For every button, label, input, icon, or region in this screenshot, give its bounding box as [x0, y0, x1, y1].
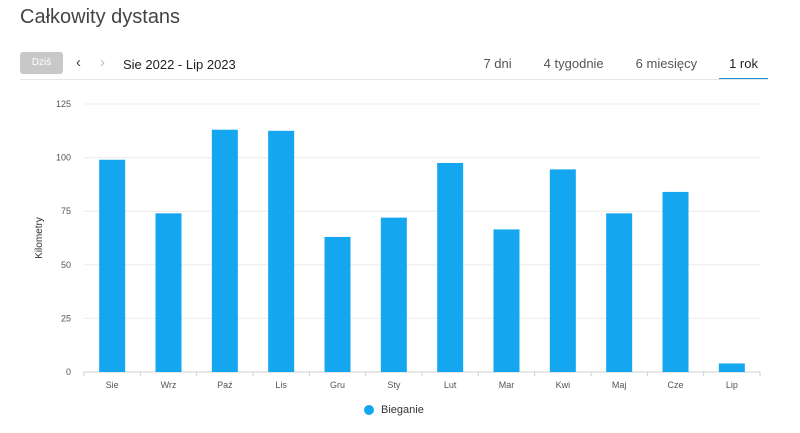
- x-tick-label: Gru: [330, 380, 345, 390]
- bar[interactable]: [324, 236, 351, 372]
- page-title: Całkowity dystans: [20, 6, 181, 28]
- x-tick-label: Wrz: [161, 380, 177, 390]
- x-tick-label: Lut: [444, 380, 457, 390]
- y-tick-label: 50: [61, 260, 71, 270]
- x-tick-label: Mar: [499, 380, 515, 390]
- bar[interactable]: [99, 159, 126, 372]
- y-tick-label: 0: [66, 367, 71, 377]
- y-tick-label: 125: [56, 99, 71, 109]
- x-tick-label: Lis: [275, 380, 287, 390]
- chevron-right-icon[interactable]: ›: [100, 54, 105, 71]
- bar[interactable]: [718, 363, 745, 372]
- tab-7-days[interactable]: 7 dni: [483, 56, 512, 71]
- date-range-label: Sie 2022 - Lip 2023: [123, 57, 236, 72]
- bar[interactable]: [268, 130, 295, 372]
- x-tick-label: Sie: [106, 380, 119, 390]
- today-button[interactable]: Dziś: [20, 52, 63, 74]
- toolbar-divider: [20, 79, 768, 80]
- x-tick-label: Maj: [612, 380, 627, 390]
- legend-label: Bieganie: [381, 404, 424, 416]
- x-tick-label: Kwi: [556, 380, 571, 390]
- y-tick-label: 100: [56, 153, 71, 163]
- bar[interactable]: [549, 169, 576, 372]
- chevron-left-icon[interactable]: ‹: [76, 54, 81, 71]
- x-tick-label: Lip: [726, 380, 738, 390]
- bar[interactable]: [155, 213, 182, 372]
- bar[interactable]: [211, 129, 238, 372]
- x-tick-label: Paź: [217, 380, 233, 390]
- y-tick-label: 25: [61, 313, 71, 323]
- bar[interactable]: [606, 213, 633, 372]
- bar[interactable]: [662, 191, 689, 372]
- y-tick-label: 75: [61, 206, 71, 216]
- x-tick-label: Cze: [667, 380, 683, 390]
- tab-6-months[interactable]: 6 miesięcy: [635, 56, 698, 71]
- y-axis-label: Kilometry: [34, 217, 45, 259]
- bar[interactable]: [380, 217, 407, 372]
- x-tick-label: Sty: [387, 380, 401, 390]
- legend[interactable]: Bieganie: [364, 404, 424, 416]
- bar[interactable]: [493, 229, 520, 372]
- tab-4-weeks[interactable]: 4 tygodnie: [543, 56, 604, 71]
- legend-swatch: [364, 405, 374, 415]
- bar[interactable]: [437, 162, 464, 372]
